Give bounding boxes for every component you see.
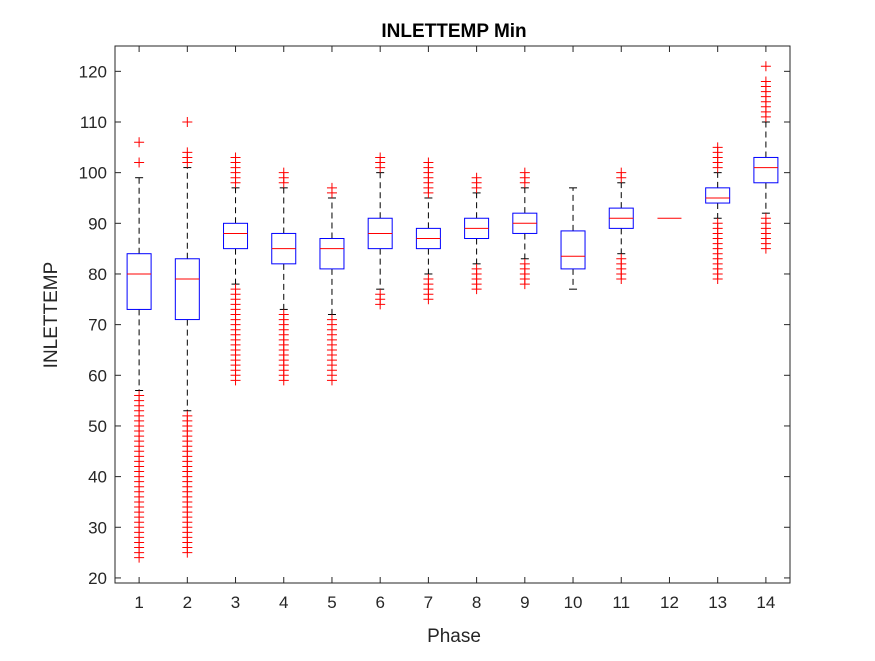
iqr-box — [223, 222, 249, 250]
x-tick-label: 7 — [424, 593, 433, 612]
outlier-marker — [230, 152, 241, 163]
x-axis-label: Phase — [427, 626, 481, 647]
box-group-phase-10 — [560, 187, 586, 290]
outlier-marker — [760, 76, 771, 87]
outlier-marker — [519, 258, 530, 269]
x-tick-label: 13 — [708, 593, 727, 612]
x-tick-label: 9 — [520, 593, 529, 612]
y-tick-label: 90 — [88, 214, 107, 233]
box-group-phase-7 — [415, 157, 441, 305]
x-tick-label: 12 — [660, 593, 679, 612]
box-group-phase-1 — [126, 137, 152, 563]
outlier-marker — [616, 253, 627, 264]
y-tick-label: 100 — [79, 164, 107, 183]
outlier-marker — [712, 142, 723, 153]
outlier-marker — [278, 167, 289, 178]
y-tick-label: 40 — [88, 468, 107, 487]
x-tick-label: 5 — [327, 593, 336, 612]
y-tick-label: 30 — [88, 518, 107, 537]
iqr-box — [560, 230, 586, 270]
box-group-phase-2 — [174, 116, 200, 558]
x-tick-label: 4 — [279, 593, 288, 612]
chart-title: INLETTEMP Min — [381, 21, 526, 42]
outlier-marker — [519, 167, 530, 178]
iqr-box — [319, 238, 345, 270]
outlier-marker — [471, 263, 482, 274]
outlier-marker — [326, 314, 337, 325]
box-group-phase-14 — [753, 61, 779, 254]
box-group-phase-6 — [367, 152, 393, 310]
outlier-marker — [182, 116, 193, 127]
x-tick-label: 8 — [472, 593, 481, 612]
y-tick-label: 20 — [88, 569, 107, 588]
y-axis-label: INLETTEMP — [41, 262, 62, 369]
y-tick-label: 60 — [88, 366, 107, 385]
outlier-marker — [423, 157, 434, 168]
outlier-marker — [134, 157, 145, 168]
box-group-phase-9 — [512, 167, 538, 290]
outlier-marker — [134, 390, 145, 401]
iqr-box — [174, 258, 200, 321]
x-tick-label: 11 — [612, 593, 630, 612]
outlier-marker — [134, 137, 145, 148]
box-group-phase-11 — [608, 167, 634, 285]
outlier-marker — [375, 152, 386, 163]
outlier-marker — [423, 274, 434, 285]
outlier-marker — [326, 182, 337, 193]
x-tick-label: 2 — [183, 593, 192, 612]
axes-frame — [114, 45, 791, 584]
iqr-box — [705, 187, 731, 204]
outlier-marker — [375, 289, 386, 300]
x-tick-label: 14 — [756, 593, 775, 612]
iqr-box — [753, 156, 779, 184]
outlier-marker — [760, 61, 771, 72]
outlier-marker — [182, 410, 193, 421]
y-tick-label: 120 — [79, 62, 107, 81]
iqr-box — [126, 253, 152, 310]
box-group-phase-4 — [271, 167, 297, 386]
x-tick-label: 1 — [134, 593, 143, 612]
outlier-marker — [471, 172, 482, 183]
x-tick-label: 3 — [231, 593, 240, 612]
box-group-phase-3 — [223, 152, 249, 386]
outlier-marker — [712, 218, 723, 229]
outlier-marker — [230, 284, 241, 295]
x-tick-label: 6 — [375, 593, 384, 612]
y-tick-label: 110 — [80, 113, 107, 132]
x-tick-label: 10 — [564, 593, 583, 612]
outlier-marker — [616, 167, 627, 178]
outlier-marker — [182, 147, 193, 158]
box-group-phase-5 — [319, 182, 345, 386]
outlier-marker — [278, 309, 289, 320]
y-tick-label: 80 — [88, 265, 107, 284]
box-group-phase-8 — [464, 172, 490, 295]
box-group-phase-13 — [705, 142, 731, 285]
outlier-marker — [760, 213, 771, 224]
y-tick-label: 50 — [88, 417, 107, 436]
y-tick-label: 70 — [88, 316, 107, 335]
